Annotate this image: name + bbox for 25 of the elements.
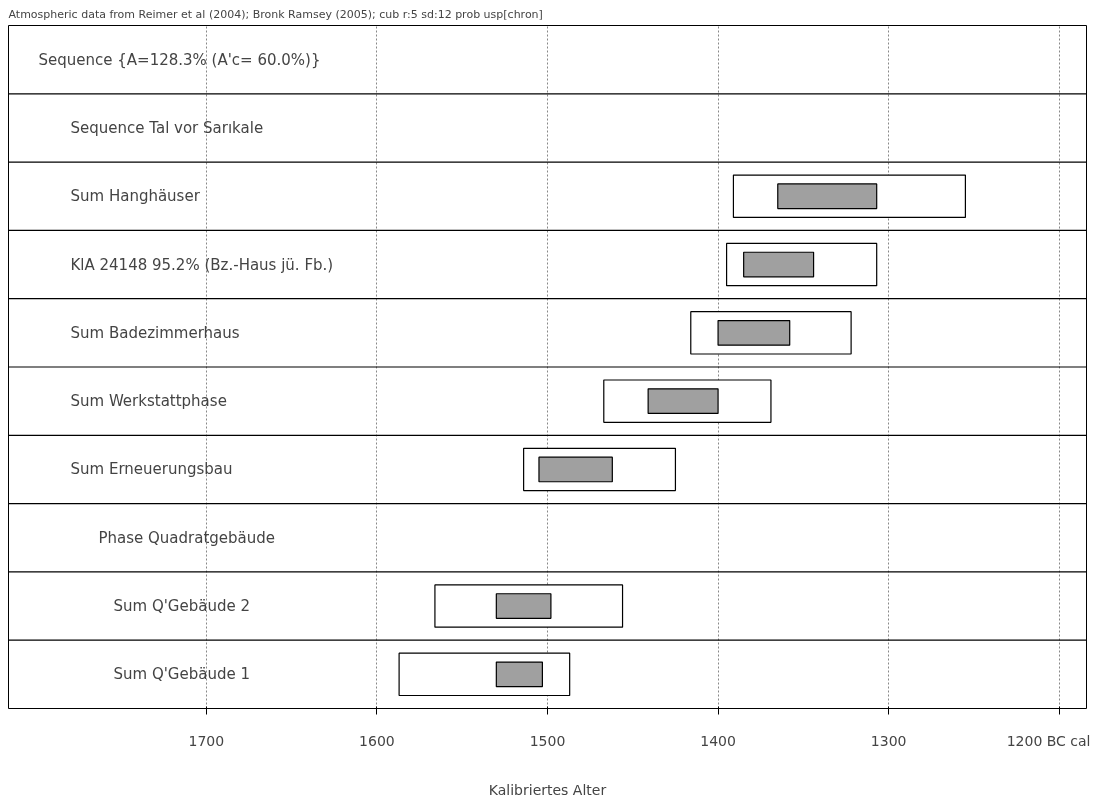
- y-tick-label: Sum Badezimmerhaus: [70, 323, 240, 342]
- y-tick-label: Sum Erneuerungsbau: [70, 460, 233, 479]
- x-tick-label: 1700: [188, 732, 225, 749]
- x-tick-label: 1200 BC cal: [1006, 732, 1091, 749]
- bar: [495, 661, 543, 688]
- x-tick-label: 1300: [870, 732, 907, 749]
- bar: [495, 593, 552, 619]
- x-tick-label: 1500: [529, 732, 566, 749]
- y-tick-label: Sequence Tal vor Sarıkale: [70, 118, 264, 137]
- bar: [777, 183, 878, 210]
- y-tick-label: Sum Hanghäuser: [70, 187, 201, 206]
- y-tick-label: Sum Q'Gebäude 2: [113, 597, 250, 616]
- y-tick-label: Phase Quadratgebäude: [98, 528, 276, 547]
- x-axis-title: Kalibriertes Alter: [488, 781, 607, 798]
- bar: [717, 319, 791, 346]
- x-tick-label: 1400: [700, 732, 736, 749]
- y-tick-label: Sum Werkstattphase: [70, 392, 227, 411]
- text: Atmospheric data from Reimer et al (2004); Bronk Ramsey (2005); cub r:5 sd:12 prob usp[chron]: [8, 7, 543, 21]
- y-tick-label: Sum Q'Gebäude 1: [113, 665, 250, 684]
- x-tick-label: 1600: [359, 732, 395, 749]
- bar: [538, 456, 613, 483]
- y-tick-label: KlA 24148 95.2% (Bz.-Haus jü. Fb.): [70, 255, 334, 274]
- bar: [647, 388, 719, 415]
- y-tick-label: Sequence {A=128.3% (A'c= 60.0%)}: [38, 50, 321, 69]
- bar: [743, 251, 815, 278]
